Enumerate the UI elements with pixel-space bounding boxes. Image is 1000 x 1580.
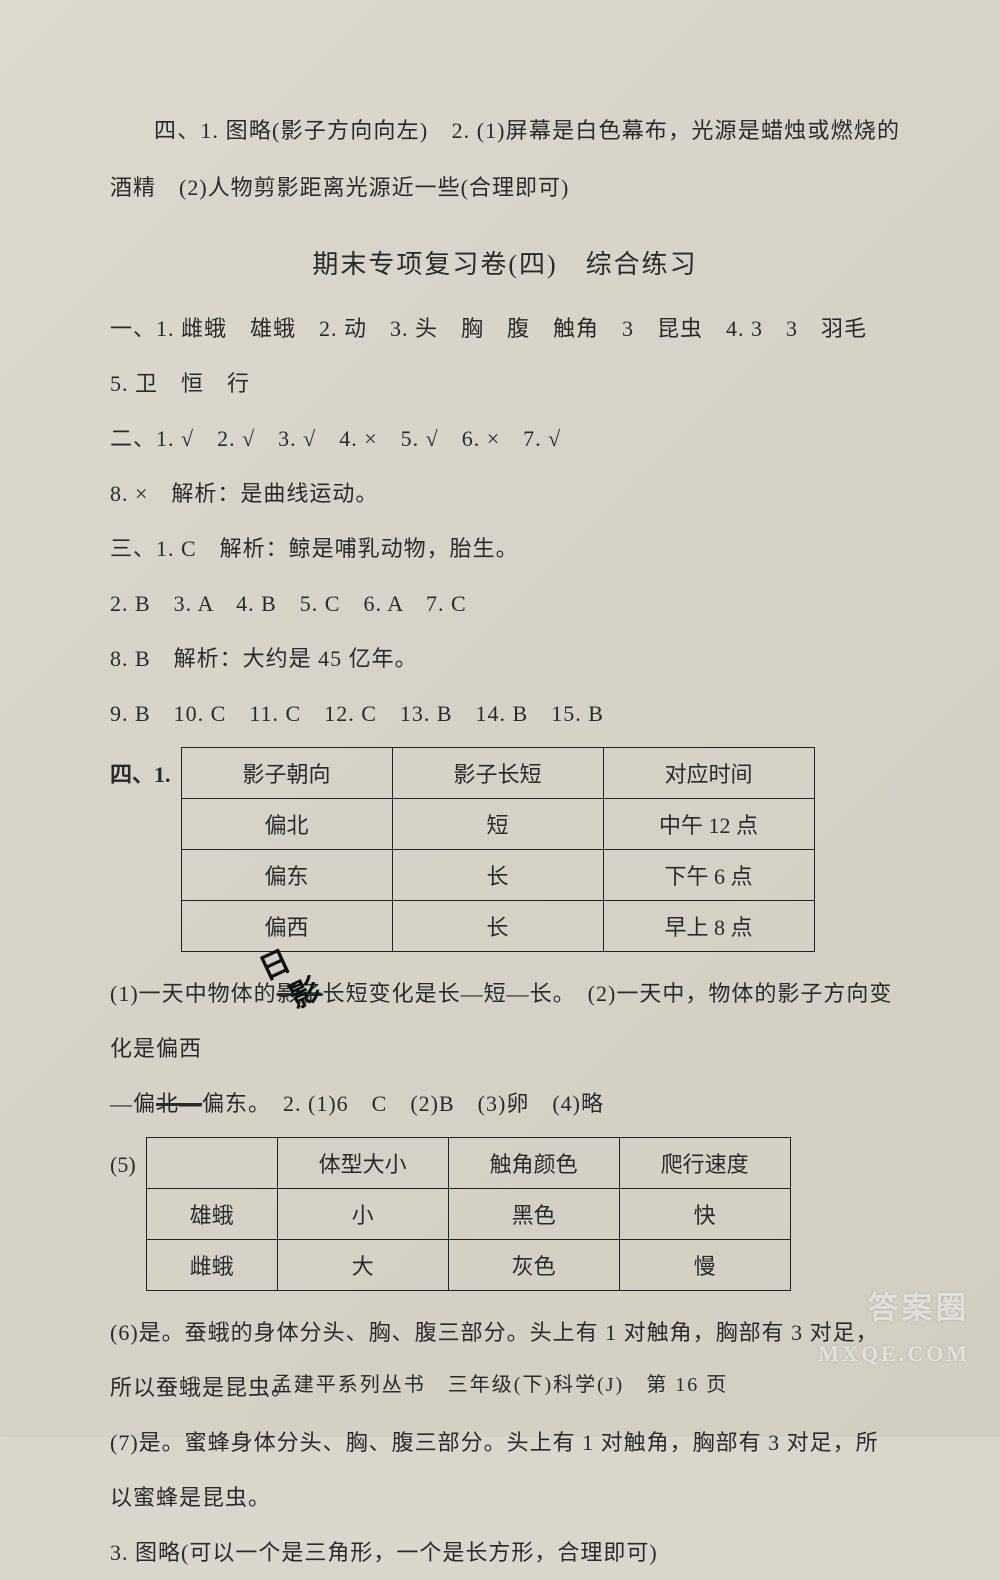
after-table-1-line-1: (1)一天中物体的影子长短变化是长—短—长。 (2)一天中，物体的影子方向变化是… <box>110 966 900 1076</box>
cell: 偏北 <box>181 799 392 850</box>
cell: 偏东 <box>181 850 392 901</box>
col-header <box>146 1138 277 1189</box>
answer-line-5: 2. B 3. A 4. B 5. C 6. A 7. C <box>110 576 900 631</box>
cell: 快 <box>619 1189 790 1240</box>
answer-line-3: 8. × 解析：是曲线运动。 <box>110 466 900 521</box>
text-fragment: —偏 <box>110 1091 156 1116</box>
col-header: 对应时间 <box>603 748 814 799</box>
col-header: 触角颜色 <box>448 1138 619 1189</box>
cell: 中午 12 点 <box>603 799 814 850</box>
struck-text: 影子 <box>277 981 323 1006</box>
page-footer: 孟建平系列丛书 三年级(下)科学(J) 第 16 页 <box>0 1368 1000 1397</box>
section-4-1-label: 四、1. <box>110 741 171 802</box>
answer-line-7: 9. B 10. C 11. C 12. C 13. B 14. B 15. B <box>110 686 900 741</box>
table-row: 雄蛾 小 黑色 快 <box>146 1189 790 1240</box>
struck-text: 北— <box>156 1091 202 1116</box>
answer-line-2: 二、1. √ 2. √ 3. √ 4. × 5. √ 6. × 7. √ <box>110 411 900 466</box>
section-4-5-label: (5) <box>110 1131 136 1192</box>
cell: 长 <box>392 901 603 952</box>
col-header: 影子长短 <box>392 748 603 799</box>
shadow-table: 影子朝向 影子长短 对应时间 偏北 短 中午 12 点 偏东 长 下午 6 点 … <box>181 747 815 952</box>
table-row: 体型大小 触角颜色 爬行速度 <box>146 1138 790 1189</box>
after-table-1-line-2: —偏北—偏东。 2. (1)6 C (2)B (3)卵 (4)略 <box>110 1076 900 1131</box>
cell: 小 <box>277 1189 448 1240</box>
table-row: 雌蛾 大 灰色 慢 <box>146 1240 790 1291</box>
answer-line-6: 8. B 解析：大约是 45 亿年。 <box>110 631 900 686</box>
col-header: 爬行速度 <box>619 1138 790 1189</box>
cell: 下午 6 点 <box>603 850 814 901</box>
table-row: 影子朝向 影子长短 对应时间 <box>181 748 814 799</box>
top-paragraph: 四、1. 图略(影子方向向左) 2. (1)屏幕是白色幕布，光源是蜡烛或燃烧的酒… <box>110 102 900 216</box>
text-fragment: (1)一天中物体的 <box>110 981 277 1006</box>
cell: 大 <box>277 1240 448 1291</box>
tail-line-6: (6)是。蚕蛾的身体分头、胸、腹三部分。头上有 1 对触角，胸部有 3 对足，所… <box>110 1305 900 1415</box>
cell: 偏西 <box>181 901 392 952</box>
table-row: 偏北 短 中午 12 点 <box>181 799 814 850</box>
tail-line-8: 3. 图略(可以一个是三角形，一个是长方形，合理即可) <box>110 1525 900 1580</box>
text-fragment: 偏东。 2. (1)6 C (2)B (3)卵 (4)略 <box>202 1091 604 1116</box>
col-header: 影子朝向 <box>181 748 392 799</box>
answer-line-4: 三、1. C 解析：鲸是哺乳动物，胎生。 <box>110 521 900 576</box>
moth-table: 体型大小 触角颜色 爬行速度 雄蛾 小 黑色 快 雌蛾 大 灰色 慢 <box>146 1137 791 1291</box>
section-heading: 期末专项复习卷(四) 综合练习 <box>110 244 900 281</box>
cell: 黑色 <box>448 1189 619 1240</box>
page: 四、1. 图略(影子方向向左) 2. (1)屏幕是白色幕布，光源是蜡烛或燃烧的酒… <box>0 0 1000 1437</box>
section-4-5-row: (5) 体型大小 触角颜色 爬行速度 雄蛾 小 黑色 快 雌蛾 大 灰色 慢 <box>110 1131 900 1305</box>
answer-line-1: 一、1. 雌蛾 雄蛾 2. 动 3. 头 胸 腹 触角 3 昆虫 4. 3 3 … <box>110 301 900 411</box>
cell: 灰色 <box>448 1240 619 1291</box>
cell: 短 <box>392 799 603 850</box>
cell: 雄蛾 <box>146 1189 277 1240</box>
watermark-url: MXQE.COM <box>818 1341 970 1367</box>
table-row: 偏东 长 下午 6 点 <box>181 850 814 901</box>
watermark-brand: 答案圈 <box>868 1283 970 1327</box>
table-row: 偏西 长 早上 8 点 <box>181 901 814 952</box>
col-header: 体型大小 <box>277 1138 448 1189</box>
tail-line-7: (7)是。蜜蜂身体分头、胸、腹三部分。头上有 1 对触角，胸部有 3 对足，所以… <box>110 1415 900 1525</box>
cell: 长 <box>392 850 603 901</box>
cell: 早上 8 点 <box>603 901 814 952</box>
section-4-1-row: 四、1. 影子朝向 影子长短 对应时间 偏北 短 中午 12 点 偏东 长 下午… <box>110 741 900 966</box>
cell: 雌蛾 <box>146 1240 277 1291</box>
cell: 慢 <box>619 1240 790 1291</box>
